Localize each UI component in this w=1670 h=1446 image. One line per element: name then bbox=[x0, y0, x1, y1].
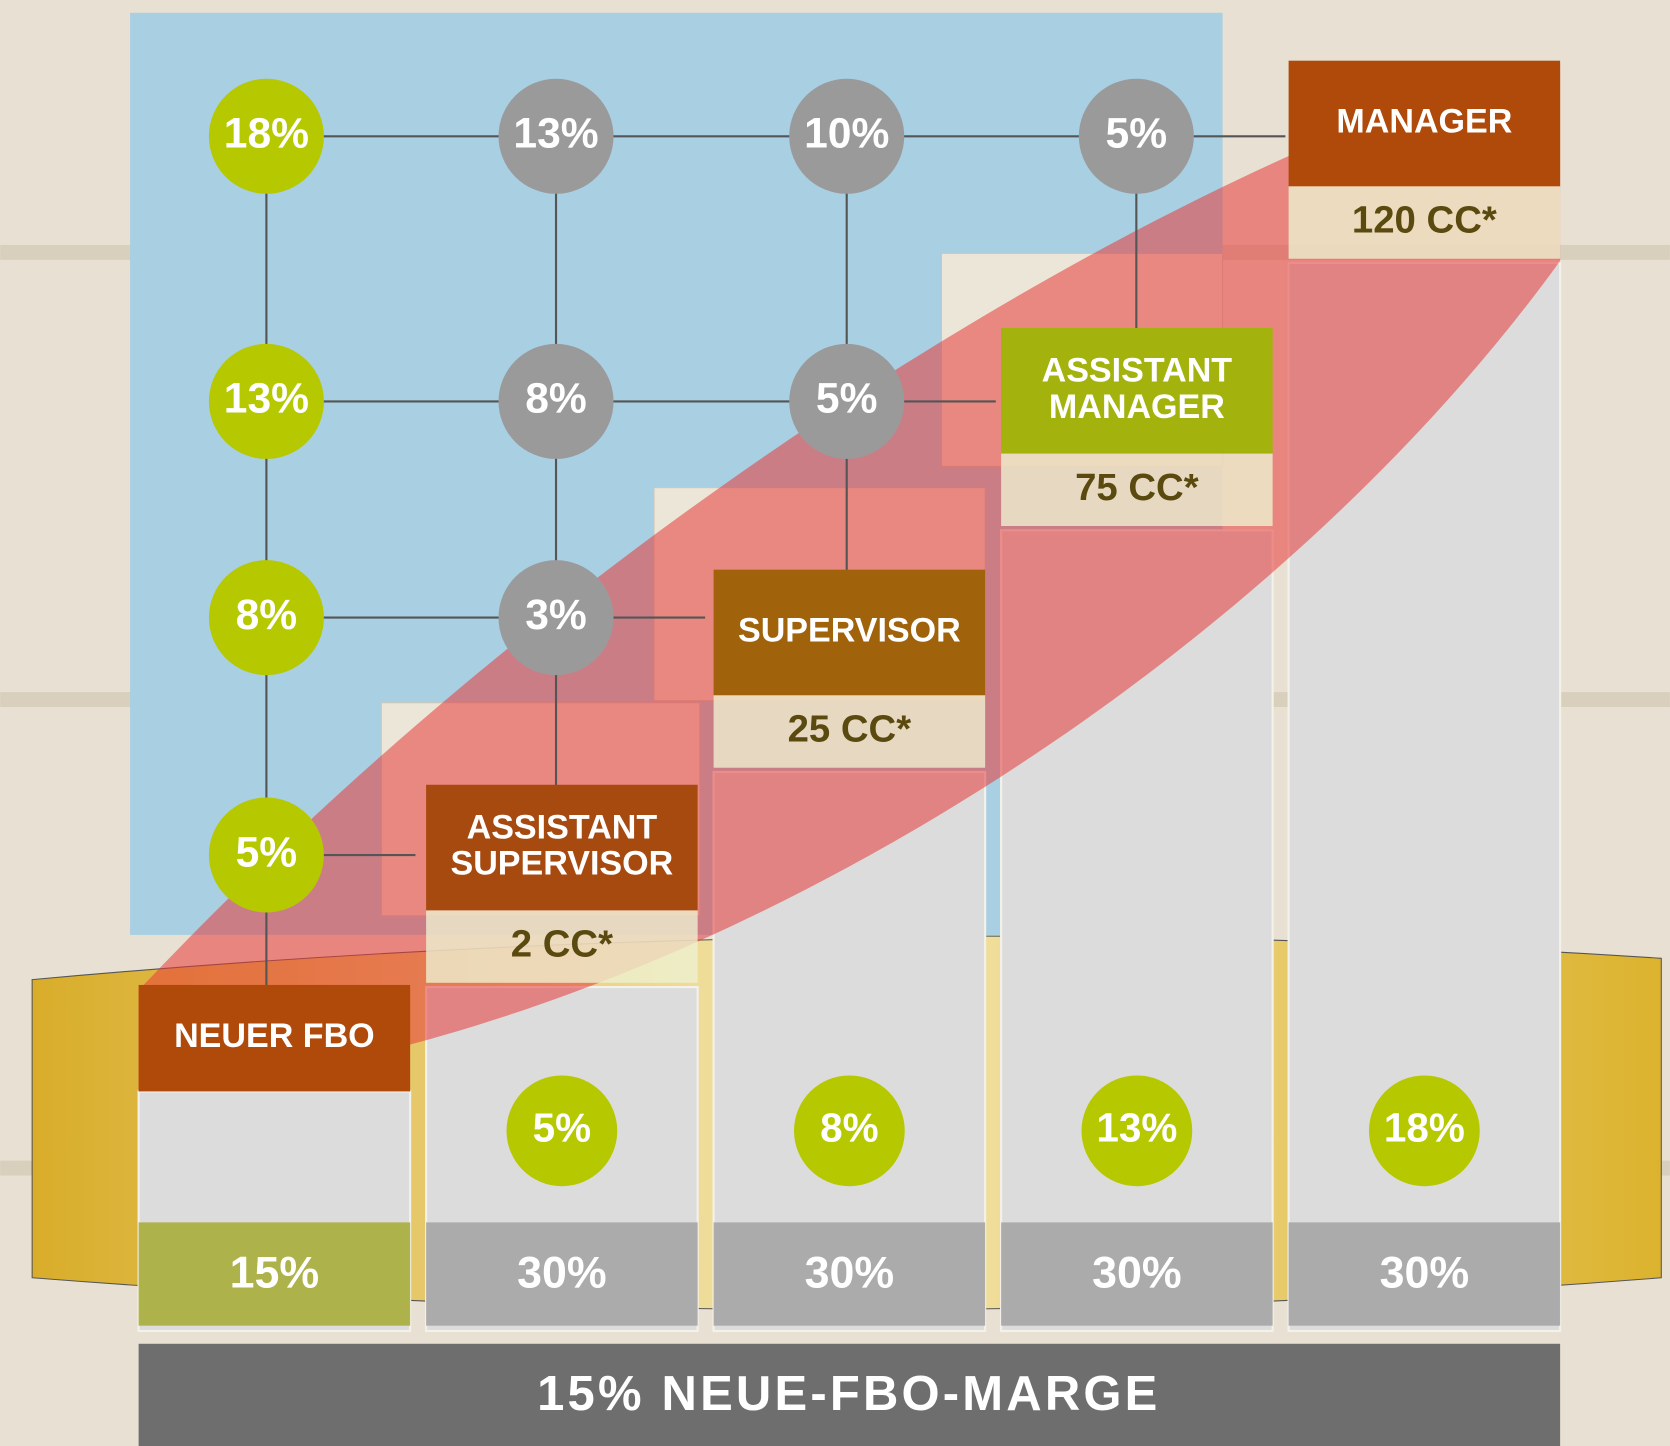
rate-text: 5% bbox=[816, 375, 878, 423]
bonus-text: 8% bbox=[820, 1105, 878, 1151]
level-name: SUPERVISOR bbox=[738, 611, 961, 649]
level-name: NEUER FBO bbox=[174, 1017, 375, 1055]
diagram: 18% 13% 10% 5% 13% 8% 5% 8% 3% 5% NEUER FBO 15% ASS… bbox=[0, 0, 1670, 1446]
rate-text: 18% bbox=[224, 110, 309, 158]
rate-text: 3% bbox=[525, 591, 587, 639]
margin-text: 30% bbox=[517, 1248, 607, 1297]
level-name: ASSISTANT bbox=[1042, 352, 1233, 390]
cc-text: 120 CC* bbox=[1352, 199, 1497, 242]
level-name: MANAGER bbox=[1336, 103, 1512, 141]
rate-text: 5% bbox=[236, 828, 298, 876]
bonus-text: 5% bbox=[533, 1105, 591, 1151]
level-name: ASSISTANT bbox=[467, 808, 658, 846]
footer-text: 15% NEUE-FBO-MARGE bbox=[537, 1367, 1160, 1421]
level-name: SUPERVISOR bbox=[451, 845, 674, 883]
bonus-text: 13% bbox=[1096, 1105, 1177, 1151]
cc-text: 2 CC* bbox=[511, 923, 613, 966]
margin-text: 30% bbox=[1092, 1248, 1182, 1297]
rate-text: 13% bbox=[513, 110, 598, 158]
margin-text: 30% bbox=[1380, 1248, 1470, 1297]
bonus-text: 18% bbox=[1384, 1105, 1465, 1151]
rate-text: 8% bbox=[525, 375, 587, 423]
rate-text: 8% bbox=[236, 591, 298, 639]
margin-text: 30% bbox=[805, 1248, 895, 1297]
rate-text: 10% bbox=[804, 110, 889, 158]
rate-text: 5% bbox=[1106, 110, 1168, 158]
margin-text: 15% bbox=[230, 1248, 320, 1297]
cc-text: 25 CC* bbox=[788, 708, 912, 751]
level-name: MANAGER bbox=[1049, 388, 1225, 426]
cc-text: 75 CC* bbox=[1075, 466, 1199, 509]
rate-text: 13% bbox=[224, 375, 309, 423]
page: 18% 13% 10% 5% 13% 8% 5% 8% 3% 5% NEUER FBO 15% ASS… bbox=[0, 0, 1670, 1446]
